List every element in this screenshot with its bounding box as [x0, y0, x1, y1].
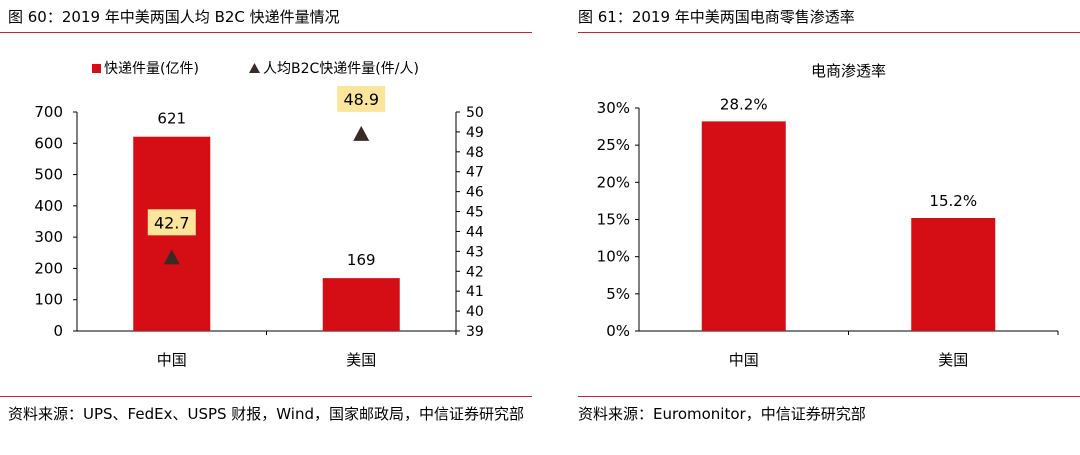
figure-61-top-rule	[578, 32, 1080, 33]
marker-label-box	[147, 209, 196, 236]
y-tick-label: 5%	[606, 285, 630, 303]
figure-60-source: 资料来源：UPS、FedEx、USPS 财报，Wind，国家邮政局，中信证券研究…	[8, 405, 524, 423]
bar-express-volume	[322, 278, 400, 331]
left-y-tick-label: 200	[34, 259, 63, 277]
right-y-tick-label: 47	[466, 165, 484, 181]
right-y-tick-label: 40	[466, 304, 484, 320]
bar-penetration-rate	[911, 218, 996, 331]
left-y-tick-label: 500	[34, 166, 63, 184]
bar-penetration-rate	[701, 121, 786, 331]
bar-data-label: 169	[347, 251, 376, 269]
left-y-tick-label: 0	[53, 322, 63, 340]
legend-marker-label: 人均B2C快递件量(件/人)	[263, 61, 419, 77]
right-y-tick-label: 48	[466, 145, 484, 161]
figure-61-title: 图 61：2019 年中美两国电商零售渗透率	[578, 8, 855, 26]
legend-bar-swatch	[92, 64, 101, 73]
ecommerce-penetration-chart: 电商渗透率 0% 5% 10% 15% 20% 25% 30% 中国 28.2% 美国 15.2%	[597, 62, 1059, 369]
right-y-tick-label: 41	[466, 284, 484, 300]
right-y-tick-label: 49	[466, 125, 484, 141]
express-volume-chart: 快递件量(亿件) 人均B2C快递件量(件/人) 0 100 200 300 400 500 60…	[34, 61, 484, 369]
right-y-tick-label: 44	[466, 224, 484, 240]
x-tick-label: 中国	[157, 351, 187, 369]
y-tick-label: 20%	[597, 173, 630, 191]
left-y-tick-label: 600	[34, 134, 63, 152]
x-tick-label: 美国	[346, 351, 376, 369]
y-tick-label: 10%	[597, 248, 630, 266]
bar-data-label: 621	[157, 110, 186, 128]
y-tick-label: 25%	[597, 136, 630, 154]
figure-60-top-rule	[0, 32, 532, 33]
figure-60-panel: 图 60：2019 年中美两国人均 B2C 快递件量情况 快递件量(亿件) 人均B…	[0, 8, 532, 423]
x-tick-label: 美国	[938, 351, 968, 369]
y-tick-label: 15%	[597, 211, 630, 229]
legend-triangle-marker	[249, 63, 260, 73]
marker-data-label: 42.7	[154, 213, 190, 232]
x-tick-label: 中国	[729, 351, 759, 369]
marker-data-label: 48.9	[343, 90, 379, 109]
left-y-tick-label: 300	[34, 228, 63, 246]
right-y-tick-label: 50	[466, 105, 484, 121]
figure-60-title: 图 60：2019 年中美两国人均 B2C 快递件量情况	[8, 8, 340, 26]
marker-label-box	[337, 85, 386, 112]
figure-61-panel: 图 61：2019 年中美两国电商零售渗透率 电商渗透率 0% 5% 10% 15% 20…	[578, 0, 1080, 455]
figure-61-source: 资料来源：Euromonitor，中信证券研究部	[578, 405, 866, 423]
bar-data-label: 15.2%	[929, 192, 977, 210]
y-tick-label: 0%	[606, 322, 630, 340]
bar-data-label: 28.2%	[720, 95, 768, 113]
y-tick-label: 30%	[597, 99, 630, 117]
right-y-tick-label: 39	[466, 324, 484, 340]
legend-bar-label: 快递件量(亿件)	[104, 61, 199, 77]
right-y-tick-label: 43	[466, 244, 484, 260]
per-capita-marker	[353, 125, 370, 141]
per-capita-marker	[163, 249, 180, 265]
chart-title: 电商渗透率	[811, 62, 886, 80]
figure-61-bottom-rule	[578, 396, 1080, 397]
left-y-tick-label: 100	[34, 291, 63, 309]
left-y-tick-label: 400	[34, 197, 63, 215]
right-y-tick-label: 42	[466, 264, 484, 280]
right-y-tick-label: 45	[466, 205, 484, 221]
figure-60-bottom-rule	[0, 396, 532, 397]
right-y-tick-label: 46	[466, 185, 484, 201]
left-y-tick-label: 700	[34, 103, 63, 121]
